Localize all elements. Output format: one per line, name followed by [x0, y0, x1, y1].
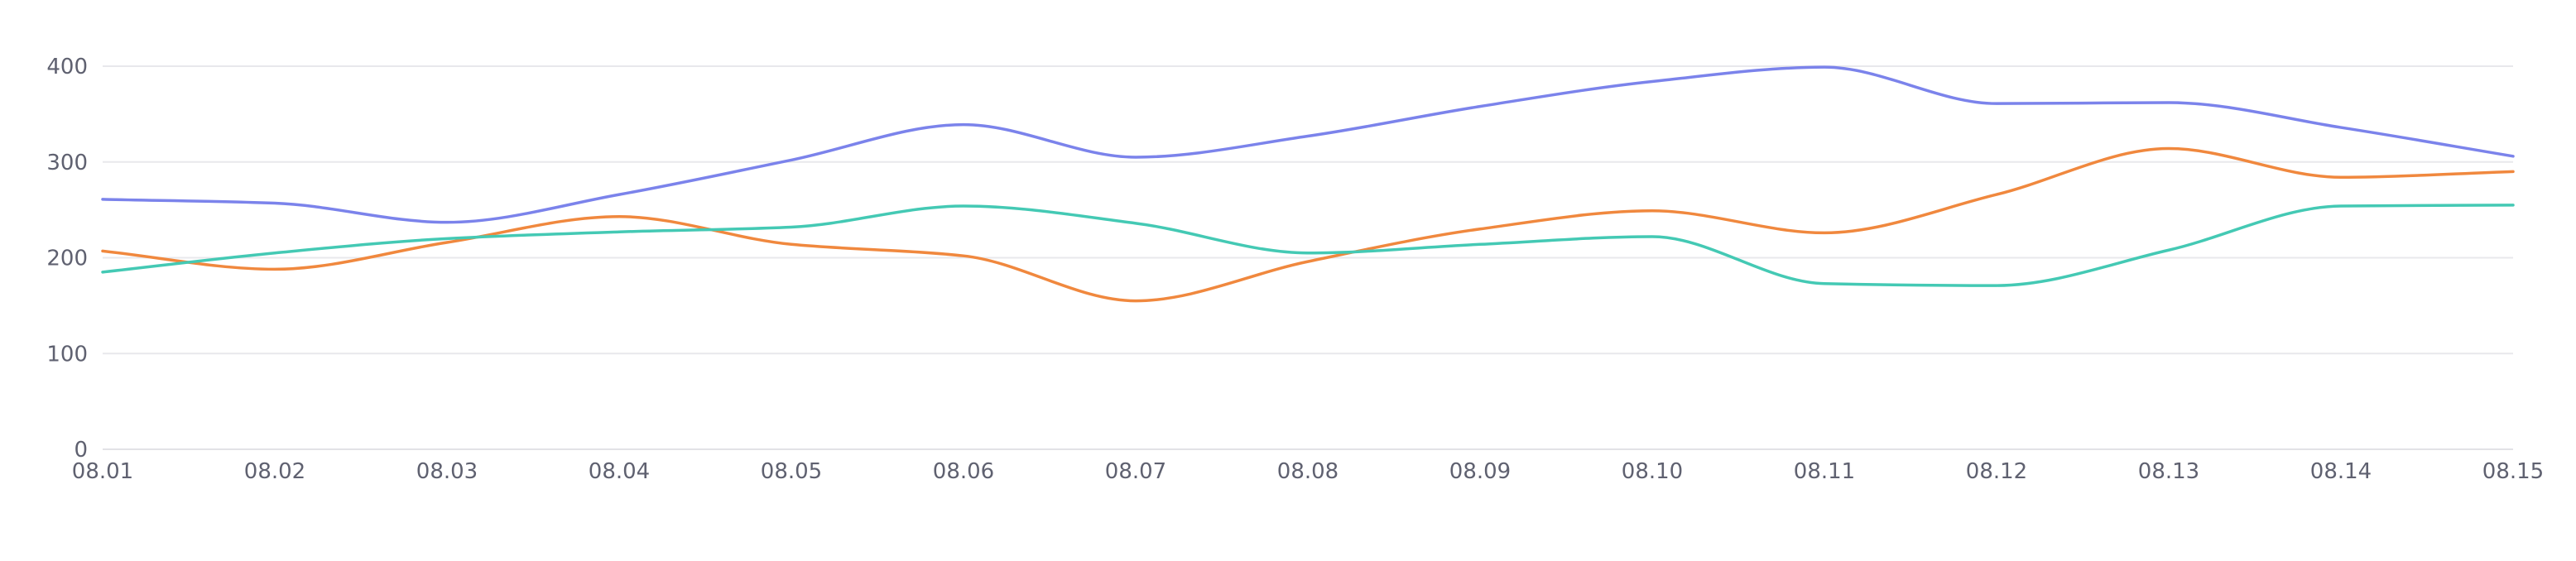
x-tick-label: 08.11 [1794, 459, 1855, 484]
x-tick-label: 08.04 [589, 459, 650, 484]
x-tick-label: 08.12 [1966, 459, 2027, 484]
y-tick-label: 0 [74, 438, 88, 463]
x-tick-label: 08.09 [1449, 459, 1511, 484]
series-line-3 [101, 204, 2515, 287]
x-tick-label: 08.03 [416, 459, 478, 484]
x-tick-label: 08.01 [72, 459, 133, 484]
x-axis: 08.01 08.02 08.03 08.04 08.05 08.06 08.07 08.08… [72, 459, 2544, 484]
x-tick-label: 08.08 [1277, 459, 1338, 484]
x-tick-label: 08.14 [2310, 459, 2372, 484]
grid-lines [103, 65, 2513, 450]
y-tick-label: 400 [46, 55, 88, 79]
x-tick-label: 08.15 [2482, 459, 2544, 484]
x-tick-label: 08.13 [2138, 459, 2199, 484]
y-tick-label: 200 [46, 247, 88, 271]
series-line-1 [101, 65, 2515, 224]
x-tick-label: 08.07 [1105, 459, 1166, 484]
series-line-2 [101, 146, 2515, 303]
y-tick-label: 300 [46, 151, 88, 175]
x-tick-label: 08.02 [244, 459, 305, 484]
y-axis: 0 100 200 300 400 [46, 55, 88, 463]
x-tick-label: 08.10 [1622, 459, 1683, 484]
x-tick-label: 08.06 [933, 459, 994, 484]
series-lines [101, 65, 2515, 303]
y-tick-label: 100 [46, 342, 88, 367]
x-tick-label: 08.05 [761, 459, 822, 484]
